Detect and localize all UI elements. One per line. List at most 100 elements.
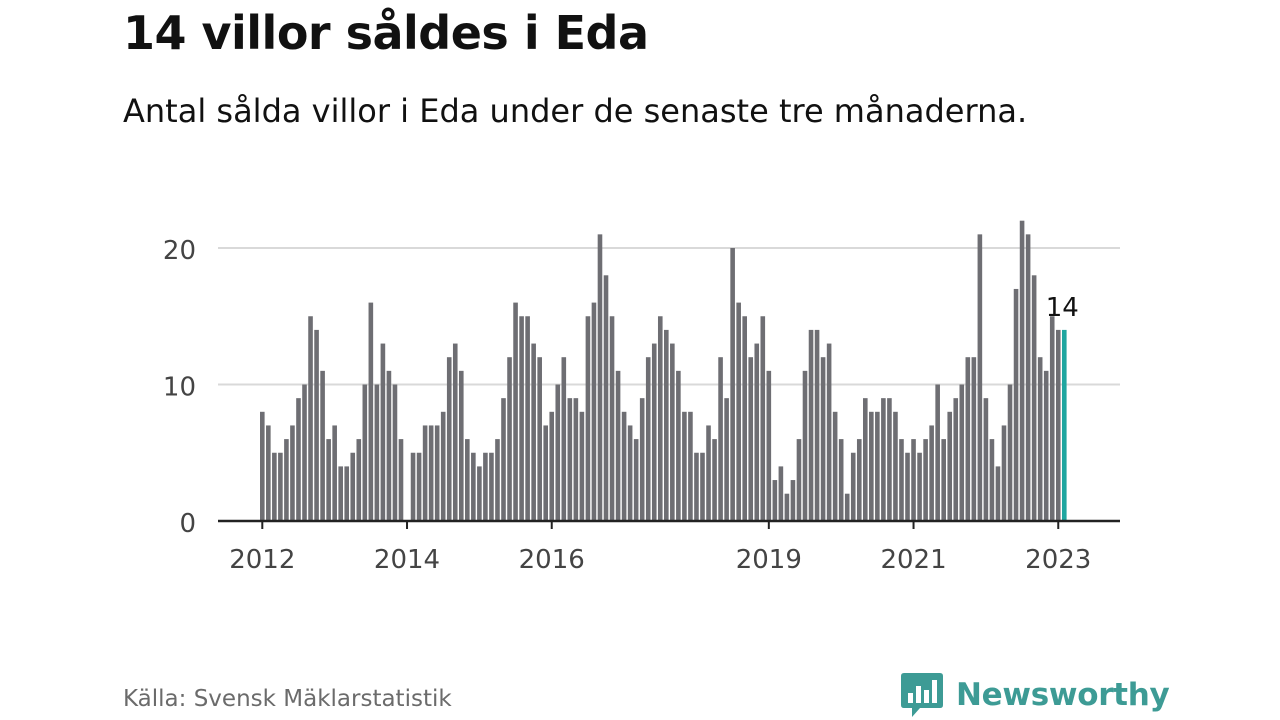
y-tick-label: 0 xyxy=(179,509,196,539)
bar xyxy=(730,248,735,521)
bar xyxy=(899,439,904,521)
bar xyxy=(664,329,669,521)
bar xyxy=(977,234,983,521)
bar xyxy=(1007,384,1013,521)
bar xyxy=(272,452,277,521)
bar xyxy=(772,480,778,521)
bar xyxy=(591,302,597,521)
bar xyxy=(887,398,892,521)
brand-logo: Newsworthy xyxy=(900,670,1170,720)
bar xyxy=(911,439,916,521)
bar xyxy=(434,425,440,521)
bar xyxy=(585,316,591,521)
bar xyxy=(471,452,476,521)
bar xyxy=(742,316,747,521)
bar xyxy=(513,302,518,521)
bar xyxy=(754,343,760,521)
bars xyxy=(260,220,1067,521)
bar xyxy=(603,275,609,521)
bar xyxy=(1019,220,1025,521)
bar xyxy=(350,452,356,521)
bar xyxy=(549,411,555,521)
bar xyxy=(639,398,645,521)
bar xyxy=(525,316,530,521)
bar xyxy=(1031,275,1037,521)
bar xyxy=(356,439,362,521)
bar xyxy=(501,398,506,521)
bar xyxy=(266,425,271,521)
bar xyxy=(465,439,470,521)
bar xyxy=(344,466,350,521)
bar xyxy=(597,234,603,521)
bar xyxy=(296,398,301,521)
x-tick-label: 2021 xyxy=(880,545,946,575)
bar xyxy=(814,329,820,521)
bar xyxy=(700,452,705,521)
bar xyxy=(1043,370,1049,521)
bar xyxy=(983,398,989,521)
bar xyxy=(507,357,512,521)
bar xyxy=(332,425,337,521)
bar xyxy=(688,411,693,521)
bar xyxy=(965,357,971,521)
bar xyxy=(326,439,331,521)
bar xyxy=(477,466,482,521)
bar xyxy=(724,398,729,521)
labels: 0 10 20 2012 2014 2016 2019 2021 2023 14 xyxy=(163,236,1091,575)
bar xyxy=(1025,234,1031,521)
bar xyxy=(784,493,790,521)
bar xyxy=(260,411,265,521)
bar xyxy=(766,370,772,521)
bar xyxy=(615,370,621,521)
bar xyxy=(284,439,289,521)
bar xyxy=(440,411,446,521)
latest-value-label: 14 xyxy=(1046,293,1079,323)
bar xyxy=(368,302,374,521)
bar xyxy=(278,452,283,521)
bar xyxy=(416,452,422,521)
bar xyxy=(947,411,953,521)
bar xyxy=(651,343,657,521)
bar xyxy=(573,398,579,521)
bar xyxy=(314,329,319,521)
bar xyxy=(579,411,585,521)
bar xyxy=(543,425,549,521)
y-tick-label: 10 xyxy=(163,373,196,403)
bar xyxy=(1001,425,1007,521)
bar xyxy=(483,452,488,521)
bar xyxy=(320,370,325,521)
bar xyxy=(820,357,826,521)
bar xyxy=(380,343,386,521)
bar xyxy=(290,425,295,521)
bar xyxy=(905,452,910,521)
bar xyxy=(953,398,959,521)
bar xyxy=(555,384,561,521)
bar-latest xyxy=(1061,329,1067,521)
bar xyxy=(875,411,880,521)
x-tick-label: 2016 xyxy=(519,545,585,575)
bar xyxy=(422,425,428,521)
bar xyxy=(706,425,711,521)
bar xyxy=(410,452,416,521)
bar xyxy=(869,411,874,521)
bar xyxy=(808,329,814,521)
bar xyxy=(802,370,808,521)
bar xyxy=(452,343,458,521)
bar xyxy=(778,466,784,521)
gridlines xyxy=(218,247,1120,386)
bar xyxy=(633,439,639,521)
x-tick-label: 2019 xyxy=(736,545,802,575)
bar xyxy=(308,316,313,521)
x-tick-label: 2014 xyxy=(374,545,440,575)
bar xyxy=(935,384,940,521)
bar xyxy=(838,439,844,521)
y-tick-label: 20 xyxy=(163,236,196,266)
bar xyxy=(362,384,368,521)
x-tick-label: 2023 xyxy=(1025,545,1091,575)
bar xyxy=(748,357,754,521)
bar xyxy=(458,370,464,521)
newsworthy-logo-icon xyxy=(901,673,943,717)
bar xyxy=(718,357,723,521)
bar xyxy=(832,411,838,521)
chart-subtitle: Antal sålda villor i Eda under de senast… xyxy=(123,92,1028,130)
